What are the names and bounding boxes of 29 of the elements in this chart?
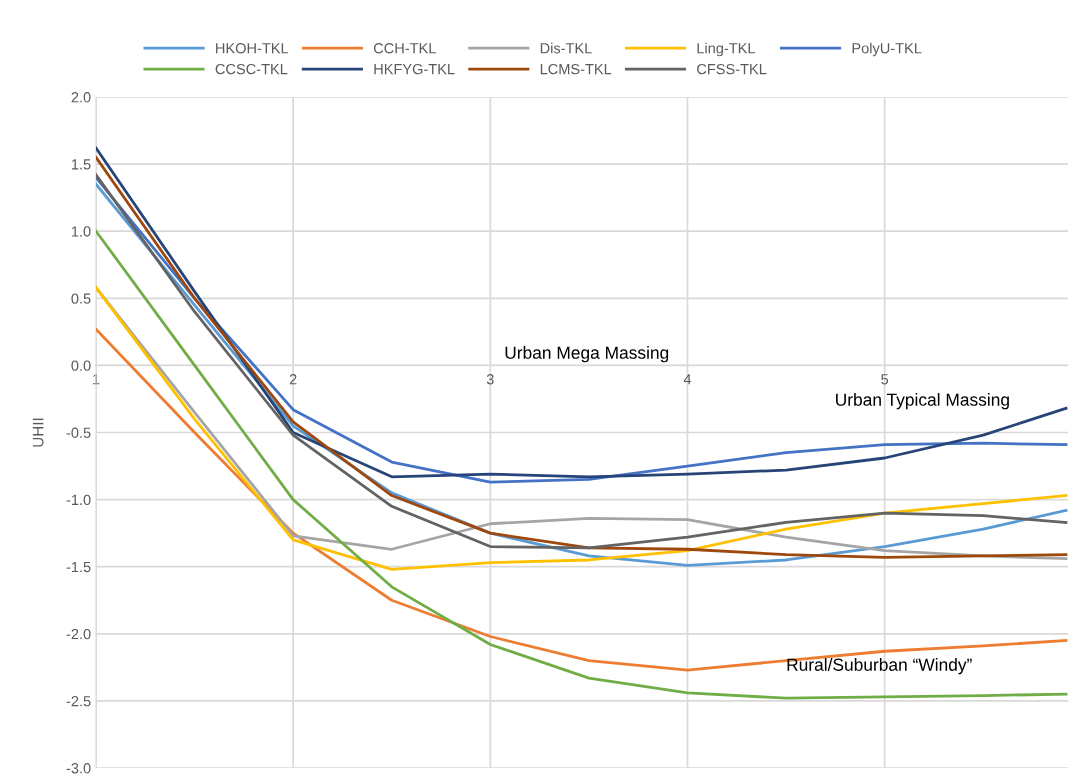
y-tick-label: 2.0 bbox=[71, 92, 91, 103]
y-tick-label: -1.5 bbox=[66, 561, 91, 573]
x-tick-label: 3 bbox=[486, 374, 494, 385]
annotation: Urban Mega Massing bbox=[505, 346, 669, 363]
legend-label: CCH-TKL bbox=[373, 43, 436, 54]
legend-label: Ling-TKL bbox=[697, 42, 756, 57]
y-tick-label: -1.0 bbox=[66, 494, 91, 506]
y-tick-label: 1.5 bbox=[71, 159, 91, 170]
y-axis-title: UHII bbox=[32, 418, 44, 447]
legend-label: HKOH-TKL bbox=[216, 43, 289, 54]
y-tick-label: -3.0 bbox=[66, 763, 91, 774]
x-tick-label: 4 bbox=[683, 374, 692, 385]
y-tick-label: -0.5 bbox=[66, 427, 91, 438]
legend-label: PolyU-TKL bbox=[852, 42, 922, 57]
y-tick-label: 0.5 bbox=[71, 293, 91, 304]
legend-label: Dis-TKL bbox=[540, 42, 592, 54]
legend-label: LCMS-TKL bbox=[540, 63, 612, 75]
x-tick-label: 5 bbox=[881, 374, 889, 385]
y-tick-label: 1.0 bbox=[71, 226, 91, 237]
legend-label: HKFYG-TKL bbox=[374, 63, 455, 75]
x-tick-label: 2 bbox=[289, 374, 297, 385]
x-tick-label: 1 bbox=[93, 374, 100, 385]
y-tick-label: -2.0 bbox=[66, 628, 91, 640]
legend-label: CFSS-TKL bbox=[697, 63, 767, 75]
annotation: Rural/Suburban “Windy” bbox=[787, 658, 972, 675]
annotation: Urban Typical Massing bbox=[836, 393, 1009, 410]
y-tick-label: -2.5 bbox=[66, 696, 91, 707]
legend-label: CCSC-TKL bbox=[215, 63, 288, 75]
y-tick-label: 0.0 bbox=[71, 360, 91, 371]
